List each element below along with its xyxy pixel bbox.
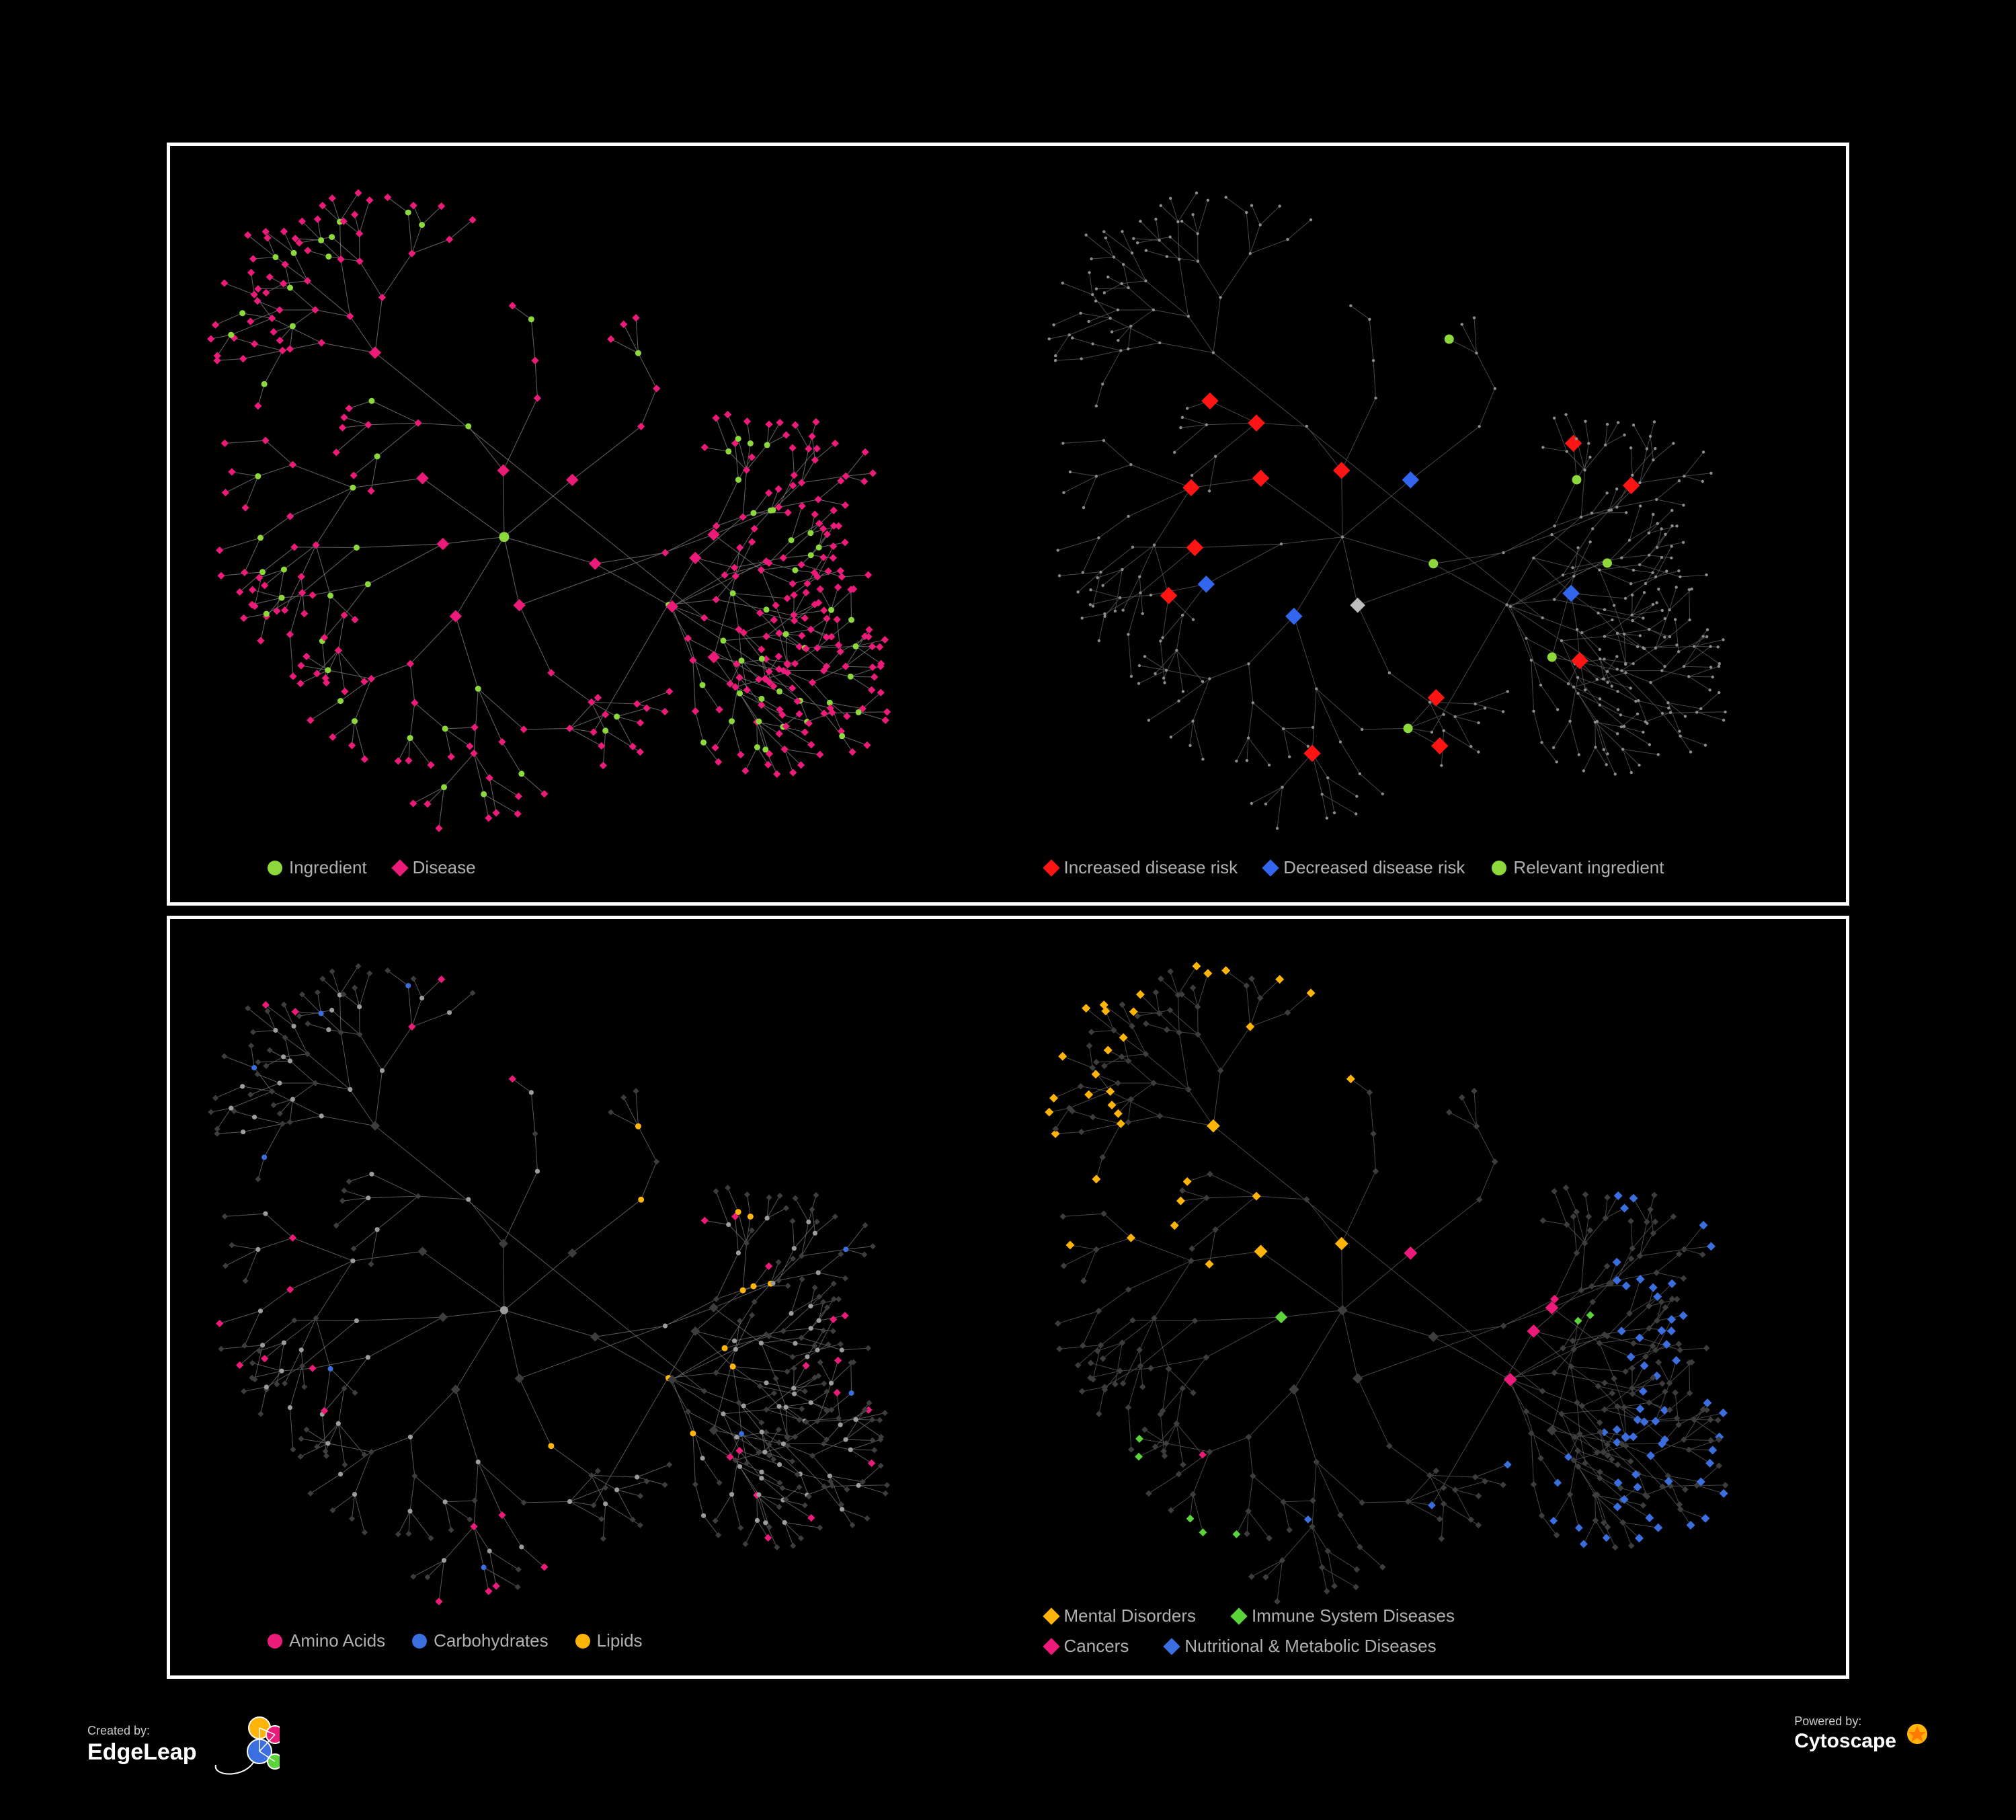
legend-label-amino-acids: Amino Acids	[289, 1630, 385, 1651]
legend-label-decreased-risk: Decreased disease risk	[1283, 857, 1465, 878]
legend-label-cancers: Cancers	[1064, 1636, 1129, 1657]
legend-label-lipids: Lipids	[597, 1630, 643, 1651]
dashboard-canvas: Ingredient Disease Increased disease ris…	[0, 0, 2016, 1820]
legend-item-nutritional-metabolic-diseases[interactable]: Nutritional & Metabolic Diseases	[1166, 1636, 1436, 1657]
lipids-icon	[575, 1634, 590, 1649]
legend-item-ingredient[interactable]: Ingredient	[268, 857, 367, 878]
panel-disease-risk-overview: Increased disease risk Decreased disease…	[1008, 146, 1847, 902]
legend-item-carbohydrates[interactable]: Carbohydrates	[412, 1630, 549, 1651]
disease-icon	[391, 859, 408, 876]
legend-bottom-right[interactable]: Mental Disorders Immune System Diseases …	[1045, 1606, 1455, 1657]
edgeleap-brand-text: EdgeLeap	[87, 1739, 196, 1765]
legend-item-lipids[interactable]: Lipids	[575, 1630, 643, 1651]
legend-bottom-left[interactable]: Amino Acids Carbohydrates Lipids	[268, 1630, 643, 1651]
decreased-risk-icon	[1262, 859, 1279, 876]
edgeleap-logo-icon[interactable]	[206, 1714, 280, 1775]
powered-by-label: Powered by:	[1794, 1714, 1896, 1729]
network-graph-bottom-right	[1008, 919, 1847, 1675]
top-panel-group: Ingredient Disease Increased disease ris…	[167, 143, 1849, 906]
legend-label-disease: Disease	[413, 857, 476, 878]
immune-system-diseases-icon	[1230, 1608, 1247, 1624]
footer-created-by: Created by: EdgeLeap	[87, 1714, 280, 1775]
panel-disease-category-overview: Mental Disorders Immune System Diseases …	[1008, 919, 1847, 1675]
nutritional-metabolic-diseases-icon	[1164, 1638, 1180, 1655]
legend-label-relevant-ingredient: Relevant ingredient	[1513, 857, 1664, 878]
amino-acids-icon	[268, 1634, 282, 1649]
panel-macronutrient-overview: Amino Acids Carbohydrates Lipids	[170, 919, 1008, 1675]
legend-label-mental-disorders: Mental Disorders	[1064, 1606, 1197, 1626]
network-graph-top-right	[1008, 146, 1847, 902]
legend-top-left[interactable]: Ingredient Disease	[268, 857, 476, 878]
relevant-ingredient-icon	[1492, 861, 1506, 875]
legend-top-right[interactable]: Increased disease risk Decreased disease…	[1045, 857, 1664, 878]
legend-item-cancers[interactable]: Cancers	[1045, 1636, 1129, 1657]
increased-risk-icon	[1043, 859, 1059, 876]
panel-ingredient-disease-overview: Ingredient Disease	[170, 146, 1008, 902]
cytoscape-brand-text: Cytoscape	[1794, 1730, 1896, 1752]
footer-powered-by: Powered by: Cytoscape	[1794, 1714, 1929, 1753]
legend-item-mental-disorders[interactable]: Mental Disorders	[1045, 1606, 1197, 1626]
carbohydrates-icon	[412, 1634, 427, 1649]
network-graph-bottom-left	[170, 919, 1008, 1675]
ingredient-icon	[268, 861, 282, 875]
mental-disorders-icon	[1043, 1608, 1059, 1624]
bottom-panel-group: Amino Acids Carbohydrates Lipids	[167, 916, 1849, 1679]
legend-label-ingredient: Ingredient	[289, 857, 367, 878]
legend-item-increased-risk[interactable]: Increased disease risk	[1045, 857, 1238, 878]
legend-label-immune-system-diseases: Immune System Diseases	[1252, 1606, 1455, 1626]
cytoscape-logo-icon[interactable]	[1906, 1723, 1929, 1745]
created-by-label: Created by:	[87, 1724, 196, 1738]
legend-label-carbohydrates: Carbohydrates	[434, 1630, 549, 1651]
legend-label-increased-risk: Increased disease risk	[1064, 857, 1238, 878]
legend-item-relevant-ingredient[interactable]: Relevant ingredient	[1492, 857, 1664, 878]
network-graph-top-left	[170, 146, 1008, 902]
cancers-icon	[1043, 1638, 1059, 1655]
legend-item-amino-acids[interactable]: Amino Acids	[268, 1630, 385, 1651]
legend-item-immune-system-diseases[interactable]: Immune System Diseases	[1233, 1606, 1455, 1626]
legend-item-disease[interactable]: Disease	[394, 857, 476, 878]
legend-label-nutritional-metabolic-diseases: Nutritional & Metabolic Diseases	[1184, 1636, 1436, 1657]
legend-item-decreased-risk[interactable]: Decreased disease risk	[1264, 857, 1465, 878]
